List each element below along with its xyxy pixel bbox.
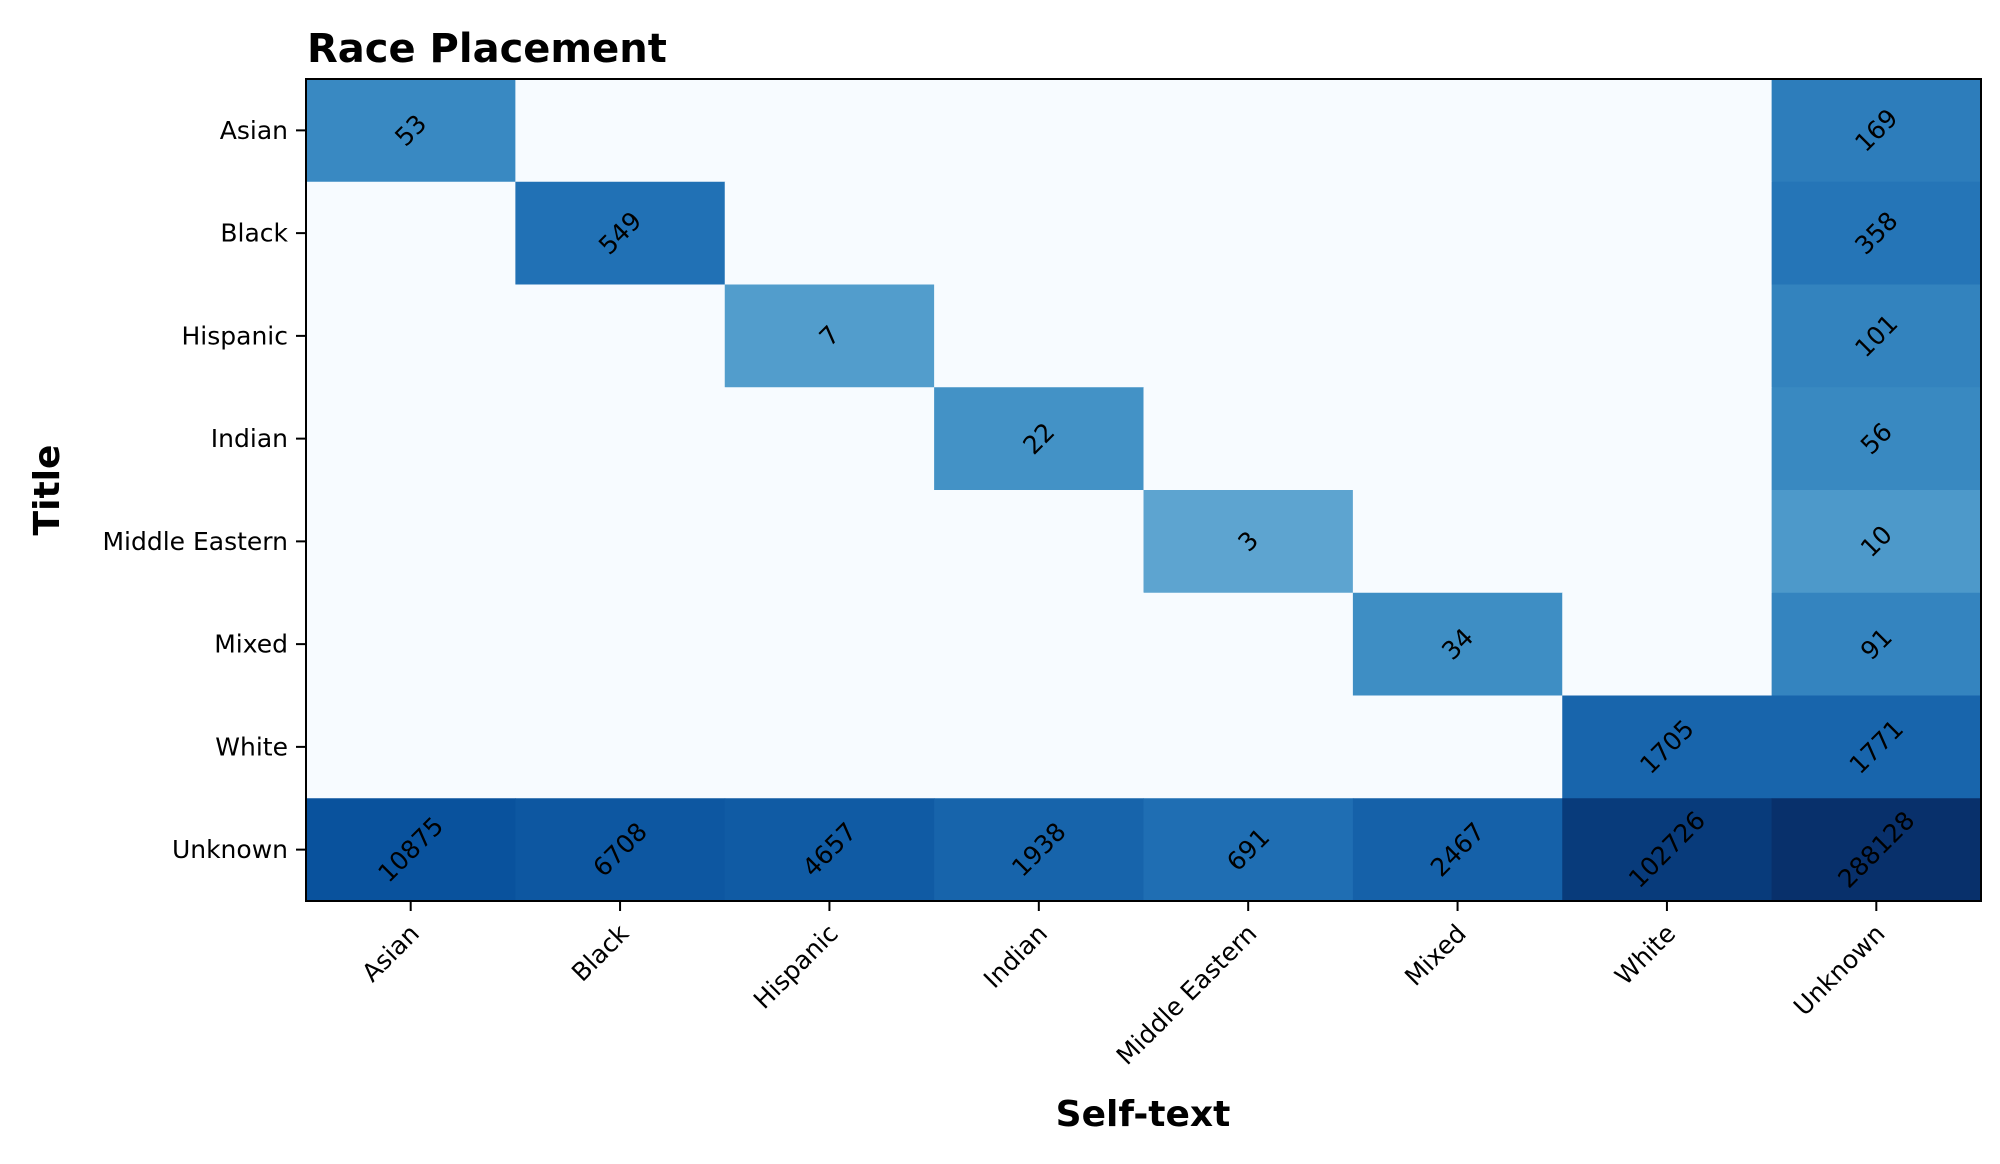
y-tick-label: Middle Eastern bbox=[102, 527, 288, 556]
heatmap-cell-black-middle-eastern bbox=[1143, 181, 1354, 285]
heatmap-cell-mixed-indian bbox=[934, 592, 1144, 696]
heatmap-cell-asian-unknown bbox=[1771, 79, 1982, 183]
heatmap-cell-white-mixed bbox=[1352, 695, 1563, 799]
heatmap-cell-hispanic-indian bbox=[934, 284, 1144, 388]
heatmap-cell-white-white bbox=[1562, 695, 1773, 799]
heatmap-cell-middle-eastern-unknown bbox=[1771, 490, 1982, 594]
heatmap-cell-mixed-middle-eastern bbox=[1143, 592, 1354, 696]
heatmap-cell-mixed-mixed bbox=[1352, 592, 1563, 696]
heatmap-cell-asian-middle-eastern bbox=[1143, 79, 1354, 183]
heatmap-cell-middle-eastern-asian bbox=[306, 490, 516, 594]
heatmap-cell-middle-eastern-mixed bbox=[1352, 490, 1563, 594]
heatmap-cell-hispanic-asian bbox=[306, 284, 516, 388]
y-axis-label: Title bbox=[27, 445, 68, 536]
heatmap-cell-middle-eastern-black bbox=[515, 490, 726, 594]
y-tick-label: Asian bbox=[220, 116, 288, 145]
x-tick-label: Indian bbox=[978, 919, 1053, 994]
x-tick-label: White bbox=[1609, 919, 1681, 991]
heatmap-cells bbox=[306, 79, 1982, 902]
heatmap-cell-mixed-unknown bbox=[1771, 592, 1982, 696]
heatmap-cell-mixed-asian bbox=[306, 592, 516, 696]
heatmap-cell-white-unknown bbox=[1771, 695, 1982, 799]
y-tick-label: Unknown bbox=[172, 835, 288, 864]
x-tick-label: Asian bbox=[356, 919, 425, 988]
heatmap-cell-unknown-hispanic bbox=[724, 798, 935, 902]
heatmap-cell-asian-hispanic bbox=[724, 79, 935, 183]
heatmap-cell-middle-eastern-middle-eastern bbox=[1143, 490, 1354, 594]
heatmap-cell-unknown-asian bbox=[306, 798, 516, 902]
heatmap-cell-indian-indian bbox=[934, 387, 1144, 491]
heatmap-cell-white-hispanic bbox=[724, 695, 935, 799]
heatmap-cell-asian-indian bbox=[934, 79, 1144, 183]
heatmap-cell-hispanic-mixed bbox=[1352, 284, 1563, 388]
heatmap-cell-black-indian bbox=[934, 181, 1144, 285]
heatmap-cell-black-white bbox=[1562, 181, 1773, 285]
heatmap-cell-asian-black bbox=[515, 79, 726, 183]
heatmap-cell-unknown-mixed bbox=[1352, 798, 1563, 902]
heatmap-cell-indian-unknown bbox=[1771, 387, 1982, 491]
heatmap-cell-hispanic-unknown bbox=[1771, 284, 1982, 388]
y-tick-label: Indian bbox=[211, 424, 288, 453]
heatmap-cell-white-asian bbox=[306, 695, 516, 799]
heatmap-cell-middle-eastern-hispanic bbox=[724, 490, 935, 594]
y-tick-label: Black bbox=[220, 219, 288, 248]
y-tick-label: White bbox=[215, 732, 288, 761]
heatmap-cell-mixed-hispanic bbox=[724, 592, 935, 696]
heatmap-cell-hispanic-middle-eastern bbox=[1143, 284, 1354, 388]
chart-title: Race Placement bbox=[307, 26, 667, 72]
heatmap-cell-unknown-middle-eastern bbox=[1143, 798, 1354, 902]
heatmap-cell-mixed-white bbox=[1562, 592, 1773, 696]
heatmap-cell-black-asian bbox=[306, 181, 516, 285]
heatmap-cell-black-black bbox=[515, 181, 726, 285]
plot-frame bbox=[305, 78, 1982, 902]
heatmap-cell-hispanic-white bbox=[1562, 284, 1773, 388]
x-tick-label: Hispanic bbox=[748, 919, 844, 1015]
heatmap-cell-indian-mixed bbox=[1352, 387, 1563, 491]
x-tick-label: Unknown bbox=[1788, 919, 1891, 1022]
heatmap-cell-white-black bbox=[515, 695, 726, 799]
heatmap-cell-black-unknown bbox=[1771, 181, 1982, 285]
heatmap-cell-middle-eastern-white bbox=[1562, 490, 1773, 594]
heatmap-cell-hispanic-hispanic bbox=[724, 284, 935, 388]
heatmap-cell-indian-middle-eastern bbox=[1143, 387, 1354, 491]
heatmap-cell-unknown-unknown bbox=[1771, 798, 1982, 902]
heatmap-cell-white-middle-eastern bbox=[1143, 695, 1354, 799]
heatmap-cell-indian-black bbox=[515, 387, 726, 491]
heatmap-cell-black-hispanic bbox=[724, 181, 935, 285]
heatmap-cell-hispanic-black bbox=[515, 284, 726, 388]
heatmap-cell-asian-mixed bbox=[1352, 79, 1563, 183]
heatmap-cell-unknown-black bbox=[515, 798, 726, 902]
x-tick-label: Middle Eastern bbox=[1111, 919, 1263, 1071]
heatmap-cell-asian-white bbox=[1562, 79, 1773, 183]
heatmap-cell-mixed-black bbox=[515, 592, 726, 696]
heatmap-cell-asian-asian bbox=[306, 79, 516, 183]
x-tick-label: Black bbox=[566, 918, 635, 987]
heatmap-cell-unknown-white bbox=[1562, 798, 1773, 902]
heatmap-cell-indian-hispanic bbox=[724, 387, 935, 491]
y-tick-label: Hispanic bbox=[182, 321, 289, 350]
heatmap-cell-black-mixed bbox=[1352, 181, 1563, 285]
y-tick-label: Mixed bbox=[214, 630, 288, 659]
heatmap-cell-white-indian bbox=[934, 695, 1144, 799]
x-axis-label: Self-text bbox=[1056, 1094, 1231, 1135]
x-tick-label: Mixed bbox=[1399, 919, 1472, 992]
heatmap-cell-indian-asian bbox=[306, 387, 516, 491]
heatmap-cell-indian-white bbox=[1562, 387, 1773, 491]
heatmap-cell-unknown-indian bbox=[934, 798, 1144, 902]
heatmap-cell-middle-eastern-indian bbox=[934, 490, 1144, 594]
